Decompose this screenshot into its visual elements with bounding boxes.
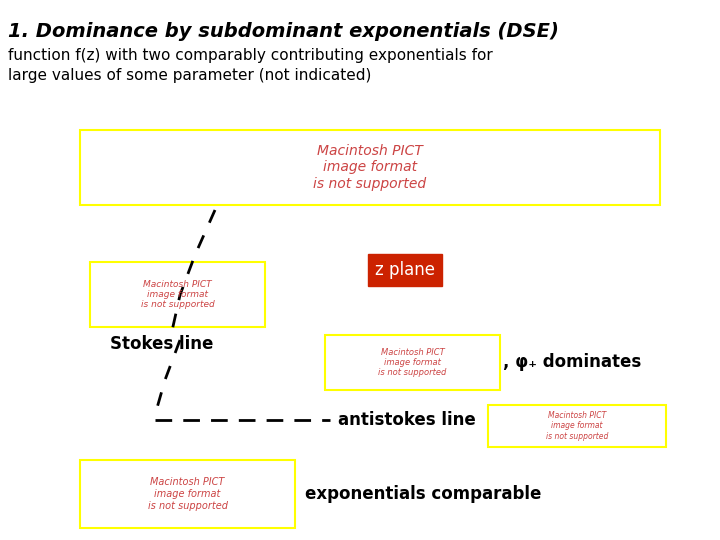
Text: , φ₊ dominates: , φ₊ dominates [503,353,642,371]
Text: Macintosh PICT
image format
is not supported: Macintosh PICT image format is not suppo… [546,411,608,441]
Text: large values of some parameter (not indicated): large values of some parameter (not indi… [8,68,372,83]
Text: z plane: z plane [375,261,435,279]
Text: exponentials comparable: exponentials comparable [305,485,541,503]
Bar [488,405,666,447]
Text: Stokes line: Stokes line [110,335,213,353]
Text: Macintosh PICT
image format
is not supported: Macintosh PICT image format is not suppo… [140,280,215,309]
Text: Macintosh PICT
image format
is not supported: Macintosh PICT image format is not suppo… [148,477,228,511]
Bar [90,262,265,327]
Text: Macintosh PICT
image format
is not supported: Macintosh PICT image format is not suppo… [313,144,426,191]
Bar [80,130,660,205]
Text: antistokes line: antistokes line [338,411,476,429]
Text: Macintosh PICT
image format
is not supported: Macintosh PICT image format is not suppo… [378,348,446,377]
Text: function f(z) with two comparably contributing exponentials for: function f(z) with two comparably contri… [8,48,492,63]
Bar [80,460,295,528]
Bar [325,335,500,390]
Text: 1. Dominance by subdominant exponentials (DSE): 1. Dominance by subdominant exponentials… [8,22,559,41]
